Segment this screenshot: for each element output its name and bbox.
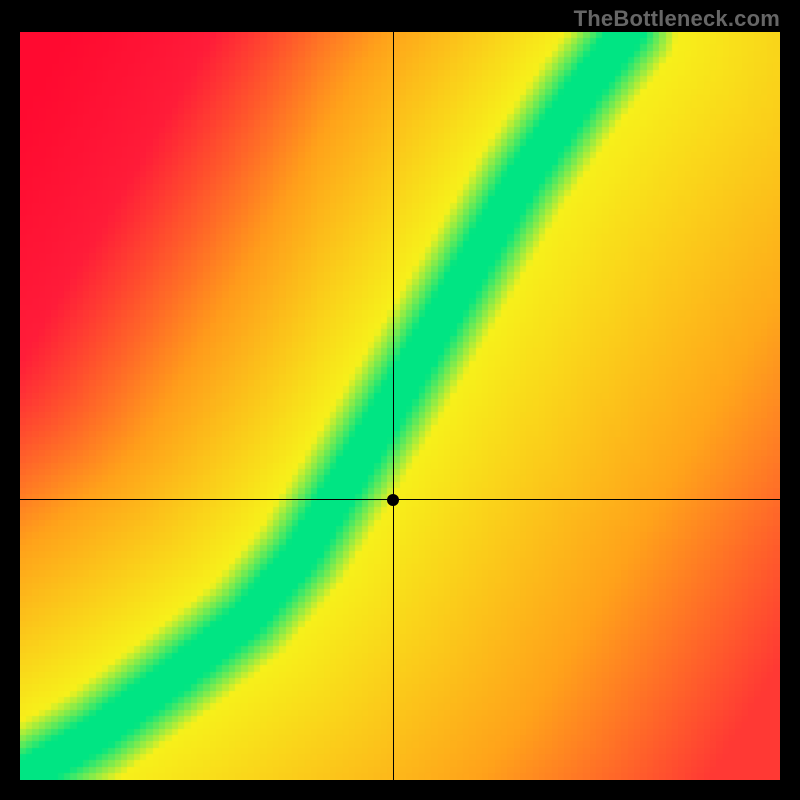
watermark-text: TheBottleneck.com (574, 6, 780, 32)
root-frame: TheBottleneck.com (0, 0, 800, 800)
plot-area (20, 32, 780, 780)
crosshair-horizontal-line (20, 499, 780, 500)
crosshair-vertical-line (393, 32, 394, 780)
heatmap-canvas (20, 32, 780, 780)
marker-dot (387, 494, 399, 506)
